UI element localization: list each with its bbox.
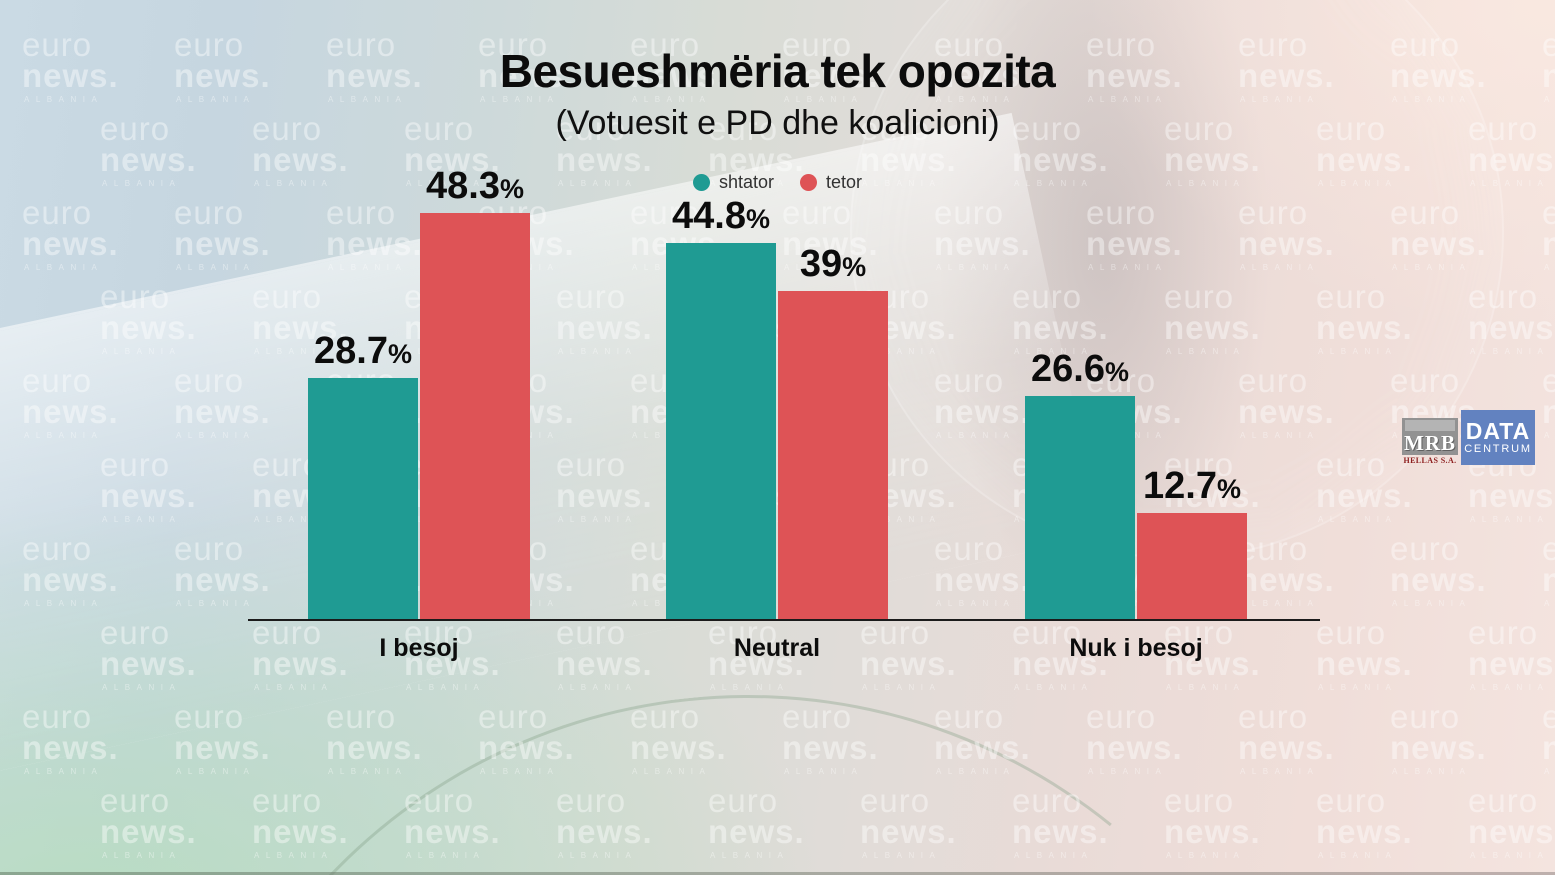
data-centrum-text-centrum: CENTRUM — [1464, 442, 1532, 455]
bar-value-label: 39% — [799, 243, 867, 285]
x-axis-line — [248, 619, 1320, 621]
legend: shtator tetor — [0, 172, 1555, 193]
bar-value-label: 12.7% — [1143, 465, 1241, 507]
legend-dot-shtator-icon — [692, 174, 710, 191]
chart-subtitle: (Votuesit e PD dhe koalicioni) — [555, 104, 1000, 142]
legend-dot-tetor-icon — [800, 174, 817, 191]
mrb-hellas-logo: MRB HELLAS S.A. — [1402, 418, 1458, 465]
legend-label-tetor: tetor — [826, 172, 863, 192]
bar-value-label: 26.6% — [1031, 348, 1129, 390]
bar-value-label: 44.8% — [672, 195, 770, 237]
chart-title: Besueshmëria tek opozita — [499, 45, 1056, 97]
mrb-logo-box: MRB — [1402, 418, 1458, 455]
bar-tetor-nuk-i-besoj — [1137, 513, 1247, 620]
category-label-nuk-i-besoj: Nuk i besoj — [1069, 634, 1203, 662]
bar-value-label: 48.3% — [426, 165, 524, 207]
category-label-neutral: Neutral — [733, 634, 821, 662]
bar-tetor-neutral — [778, 291, 888, 620]
brand-logos: MRB HELLAS S.A. DATA CENTRUM — [1402, 410, 1535, 465]
data-centrum-logo: DATA CENTRUM — [1461, 410, 1535, 465]
mrb-logo-text: MRB — [1404, 431, 1456, 455]
category-label-i-besoj: I besoj — [379, 634, 459, 662]
bottom-edge-line — [0, 872, 1555, 875]
legend-item-shtator: shtator — [692, 172, 774, 193]
data-centrum-text-data: DATA — [1465, 417, 1531, 444]
bar-value-label: 28.7% — [314, 330, 412, 372]
bar-tetor-i-besoj — [420, 213, 530, 620]
mrb-hellas-text: HELLAS S.A. — [1403, 456, 1457, 465]
bar-shtator-i-besoj — [308, 378, 418, 620]
bar-shtator-nuk-i-besoj — [1025, 396, 1135, 620]
legend-item-tetor: tetor — [800, 172, 862, 193]
mrb-logo-strip — [1405, 420, 1455, 431]
legend-label-shtator: shtator — [718, 172, 774, 192]
bar-shtator-neutral — [666, 243, 776, 620]
